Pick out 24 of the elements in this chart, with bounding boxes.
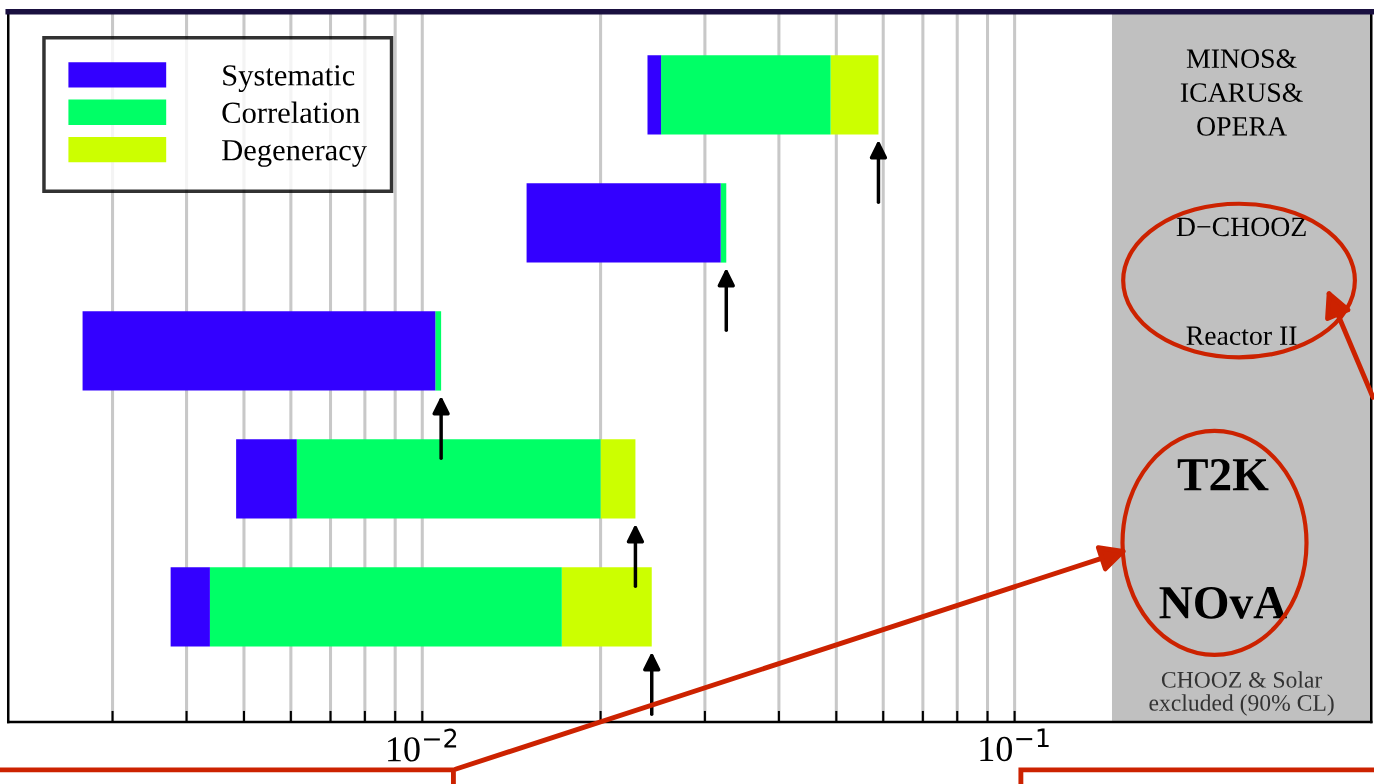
y-tick-label: T2K (1177, 458, 1269, 491)
y-tick-label: Reactor II (1186, 326, 1297, 346)
bar (209, 567, 562, 647)
bar (296, 439, 601, 519)
x-tick-label: 10$^{−2}$ (388, 728, 457, 762)
bar (830, 55, 879, 135)
bar (647, 55, 662, 135)
y-tick-label: NOvA (1159, 586, 1287, 619)
legend-label: Systematic (223, 65, 355, 92)
bar (435, 311, 442, 391)
bar (82, 311, 436, 391)
bar (561, 567, 652, 647)
band-label: CHOOZ & Solar excluded (90% CL) (1149, 671, 1334, 716)
legend-label: Degeneracy (222, 140, 367, 167)
y-tick-label: D−CHOOZ (1176, 217, 1306, 237)
bar (661, 55, 831, 135)
legend-label: Correlation (222, 101, 360, 124)
bar (600, 439, 636, 519)
bar (236, 439, 297, 519)
bar (170, 567, 210, 647)
bar (720, 183, 727, 263)
x-tick-label: 10$^{−1}$ (980, 728, 1049, 762)
y-tick-label: MINOS& ICARUS& OPERA (1180, 49, 1303, 136)
bar (526, 183, 721, 263)
